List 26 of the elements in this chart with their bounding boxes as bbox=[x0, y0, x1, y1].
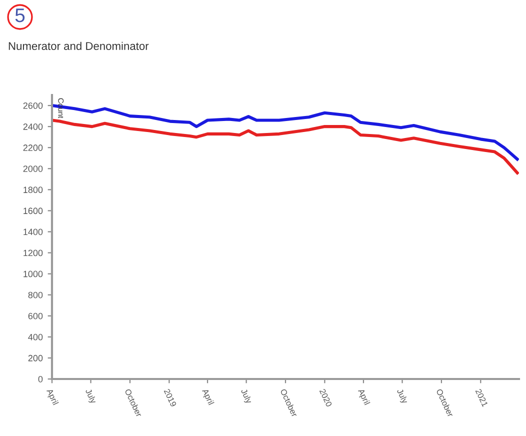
y-tick-label: 400 bbox=[28, 334, 43, 340]
x-tick-label: April bbox=[356, 388, 370, 406]
x-tick-label: July bbox=[84, 388, 98, 405]
line-series bbox=[52, 118, 519, 174]
y-tick-label: 200 bbox=[28, 354, 43, 362]
x-tick-label: 2020 bbox=[319, 388, 332, 408]
x-tick-label: April bbox=[200, 388, 214, 406]
y-tick-label: 600 bbox=[28, 312, 43, 320]
x-tick-label: 2021 bbox=[475, 388, 488, 408]
y-tick-label: 2200 bbox=[23, 144, 43, 151]
y-tick-label: 800 bbox=[28, 292, 43, 298]
y-tick-label: 0 bbox=[38, 376, 43, 382]
y-tick-label: 2400 bbox=[23, 124, 43, 130]
y-tick-label: 1400 bbox=[24, 228, 43, 236]
x-tick-label: July bbox=[395, 388, 409, 405]
y-tick-label: 1600 bbox=[24, 208, 43, 214]
chart-title: Numerator and Denominator bbox=[8, 42, 149, 50]
x-tick-label: July bbox=[239, 388, 253, 405]
y-tick-label: 1200 bbox=[24, 250, 43, 256]
y-tick-label: 1000 bbox=[24, 270, 43, 278]
y-tick-label: 1800 bbox=[24, 186, 43, 194]
y-tick-label: 2600 bbox=[23, 102, 43, 109]
x-tick-label: 2019 bbox=[164, 388, 177, 408]
y-tick-label: 2000 bbox=[23, 166, 43, 172]
x-tick-label: April bbox=[44, 388, 59, 406]
text: 5 bbox=[15, 8, 25, 22]
